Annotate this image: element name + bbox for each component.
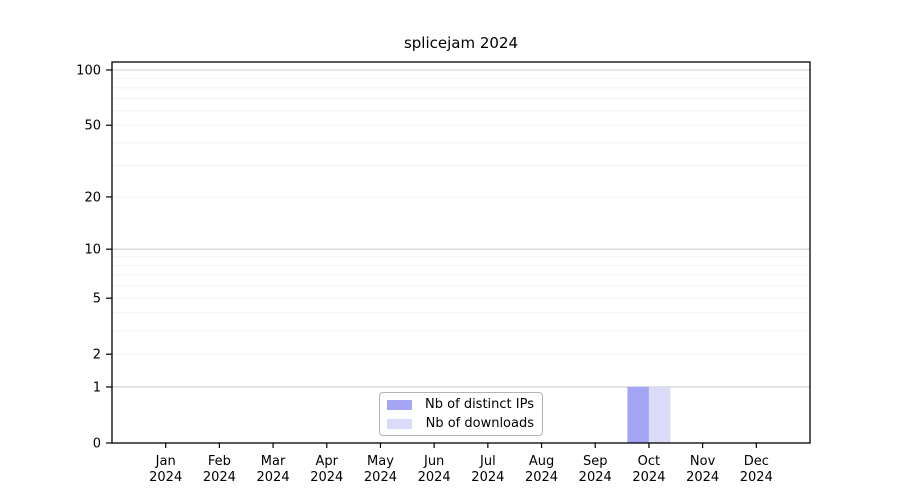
legend: Nb of distinct IPs Nb of downloads	[379, 392, 543, 436]
x-tick-label-year: 2024	[471, 470, 504, 485]
chart-title: splicejam 2024	[403, 34, 519, 52]
x-tick-label-month: Nov	[690, 454, 716, 469]
x-tick-label-month: Jun	[423, 454, 444, 469]
legend-item-downloads: Nb of downloads	[387, 416, 534, 431]
x-tick-label-month: Sep	[583, 454, 608, 469]
y-tick-label: 0	[93, 437, 101, 452]
x-tick-label-year: 2024	[203, 470, 236, 485]
x-tick-label-month: Jan	[155, 454, 176, 469]
plot-frame	[111, 61, 811, 444]
x-tick-label-year: 2024	[149, 470, 182, 485]
x-tick-label-month: Aug	[529, 454, 554, 469]
y-tick-label: 50	[84, 119, 101, 134]
y-tick-label: 1	[93, 380, 101, 395]
y-tick-label: 20	[84, 190, 101, 205]
x-tick-label-year: 2024	[686, 470, 719, 485]
x-tick-label-month: Mar	[261, 454, 286, 469]
x-tick-label-year: 2024	[364, 470, 397, 485]
x-tick-label-year: 2024	[310, 470, 343, 485]
downloads-swatch	[387, 418, 412, 429]
x-tick-label-year: 2024	[632, 470, 665, 485]
bar-oct-downloads	[648, 386, 671, 443]
y-tick-label: 100	[76, 64, 101, 79]
x-tick-label-month: Jul	[479, 454, 496, 469]
x-tick-label-year: 2024	[418, 470, 451, 485]
y-tick-label: 10	[84, 243, 101, 258]
x-tick-label-month: Dec	[744, 454, 769, 469]
legend-label-downloads: Nb of downloads	[425, 416, 534, 431]
x-tick-label-month: May	[367, 454, 394, 469]
legend-label-distinct-ips: Nb of distinct IPs	[425, 397, 534, 412]
x-tick-label-month: Feb	[208, 454, 231, 469]
x-tick-label-month: Apr	[316, 454, 339, 469]
x-tick-label-month: Oct	[638, 454, 660, 469]
y-tick-label: 2	[93, 348, 101, 363]
bar-oct-distinct-ips	[627, 386, 649, 443]
legend-item-distinct-ips: Nb of distinct IPs	[387, 397, 534, 412]
distinct-ips-swatch	[387, 399, 412, 410]
x-tick-label-year: 2024	[740, 470, 773, 485]
x-tick-label-year: 2024	[257, 470, 290, 485]
x-tick-label-year: 2024	[579, 470, 612, 485]
x-tick-label-year: 2024	[525, 470, 558, 485]
y-tick-label: 5	[93, 292, 101, 307]
